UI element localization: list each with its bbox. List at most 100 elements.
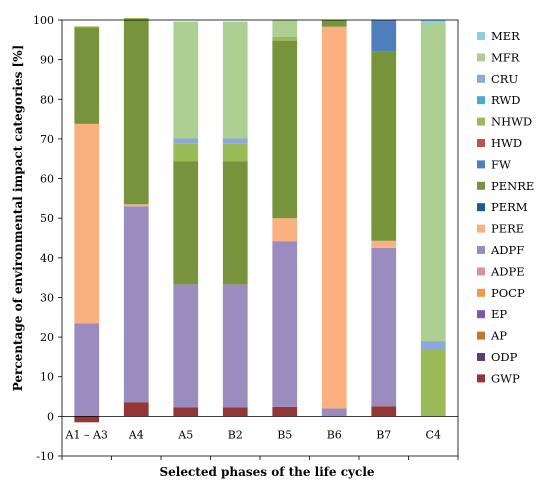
legend-label-fw: FW (491, 157, 511, 171)
x-tick-label: C4 (426, 428, 441, 441)
y-tick-label: 60 (40, 173, 54, 186)
legend-label-mfr: MFR (491, 50, 520, 64)
bar-segment-adpf (321, 408, 347, 417)
legend-label-rwd: RWD (491, 93, 520, 107)
x-tick-label: A5 (177, 428, 193, 441)
x-tick-label: A4 (128, 428, 144, 441)
legend-label-hwd: HWD (491, 136, 522, 150)
bar-segment-nhwd (74, 26, 100, 28)
legend: MER MFR CRU RWD NHWD HWD FW PENRE PERM PERE ADPF AD… (477, 29, 534, 385)
bar-segment-adpf (272, 241, 298, 407)
bar-segment-pere (371, 240, 397, 248)
x-tick-label: B5 (277, 428, 292, 441)
legend-label-odp: ODP (491, 350, 518, 364)
legend-swatch-perm (477, 203, 485, 212)
legend-label-nhwd: NHWD (491, 115, 532, 129)
y-tick-label: -10 (36, 450, 54, 463)
x-tick-label: B6 (327, 428, 342, 441)
plot-frame (61, 19, 459, 457)
bar-segment-nhwd (222, 143, 248, 162)
y-tick-label: 80 (40, 93, 54, 106)
legend-label-pere: PERE (491, 222, 524, 236)
legend-label-pocp: POCP (491, 286, 525, 300)
bar-segment-gwp (123, 402, 149, 417)
legend-swatch-rwd (477, 96, 485, 105)
legend-swatch-odp (477, 353, 485, 361)
legend-swatch-gwp (477, 374, 485, 383)
y-tick-label: 90 (40, 54, 54, 67)
bar-segment-adpf (123, 206, 149, 403)
bar-segment-gwp (222, 407, 248, 417)
legend-swatch-nhwd (477, 117, 485, 126)
x-axis-title: Selected phases of the life cycle (159, 465, 374, 479)
legend-swatch-mer (477, 32, 485, 40)
bar-segment-nhwd (123, 18, 149, 20)
bar-segment-penre (272, 40, 298, 219)
bar-segment-pere (123, 204, 149, 207)
bar-segment-gwp (173, 407, 199, 417)
x-tick-label: A1 – A3 (65, 428, 108, 441)
bar-segment-fw (371, 20, 397, 52)
legend-swatch-mfr (477, 53, 485, 62)
bar-segment-adpf (173, 284, 199, 408)
bar-segment-nhwd (420, 348, 446, 417)
bar-segment-penre (321, 20, 347, 27)
legend-label-adpe: ADPE (490, 264, 525, 278)
bar-segment-nhwd (173, 143, 199, 162)
y-tick-label: 20 (40, 331, 54, 344)
bar-segment-cru (173, 138, 199, 144)
legend-swatch-ep (477, 310, 485, 319)
bar-segment-pere (321, 26, 347, 409)
bar-segment-penre (222, 161, 248, 285)
y-tick-label: 10 (40, 371, 54, 384)
bar-segment-gwp (371, 406, 397, 417)
legend-swatch-pocp (477, 288, 485, 297)
bar-segment-gwp (272, 406, 298, 417)
bar-segment-mfr (173, 21, 199, 139)
legend-swatch-adpe (477, 267, 485, 276)
axes-layer: -10 0 10 20 30 40 50 60 70 80 90 100 A1 – A3 A4 A5 B2 B5… (33, 14, 459, 463)
y-tick-label: 100 (33, 14, 54, 27)
y-tick-label: 50 (40, 212, 54, 225)
bar-segment-mfr (222, 21, 248, 139)
legend-label-ep: EP (491, 307, 507, 321)
legend-swatch-penre (477, 181, 485, 190)
y-axis-title: Percentage of environmental impact categ… (11, 45, 25, 392)
bar-segment-mer (420, 20, 446, 24)
legend-label-gwp: GWP (491, 371, 520, 385)
legend-swatch-adpf (477, 246, 485, 254)
legend-swatch-cru (477, 74, 485, 83)
bar-segment-penre (123, 20, 149, 205)
bar-segment-pere (272, 218, 298, 242)
legend-label-mer: MER (491, 29, 520, 43)
x-tick-label: B7 (376, 428, 391, 441)
y-tick-label: 0 (47, 410, 54, 423)
bar-segment-gwp (74, 416, 100, 423)
bar-segment-penre (371, 51, 397, 241)
bar-segment-mfr (272, 20, 298, 37)
legend-label-ap: AP (490, 329, 507, 343)
x-tick-label: B2 (228, 428, 243, 441)
legend-swatch-ap (477, 331, 485, 340)
bar-segment-adpf (74, 323, 100, 417)
bar-segment-mfr (420, 23, 446, 342)
legend-swatch-hwd (477, 139, 485, 147)
y-tick-label: 40 (40, 252, 54, 265)
bars-layer (74, 18, 446, 423)
legend-swatch-fw (477, 160, 485, 169)
bar-segment-adpf (222, 284, 248, 408)
bar-segment-cru (420, 341, 446, 349)
legend-label-penre: PENRE (491, 179, 534, 193)
y-tick-label: 30 (40, 291, 54, 304)
legend-label-perm: PERM (491, 200, 528, 214)
bar-segment-penre (74, 27, 100, 124)
bar-segment-adpf (371, 247, 397, 407)
bar-segment-pere (74, 123, 100, 324)
legend-label-adpf: ADPF (490, 243, 524, 257)
legend-swatch-pere (477, 224, 485, 233)
y-tick-label: 70 (40, 133, 54, 146)
bar-segment-nhwd (272, 36, 298, 41)
bar-segment-cru (222, 138, 248, 144)
legend-label-cru: CRU (491, 72, 518, 86)
